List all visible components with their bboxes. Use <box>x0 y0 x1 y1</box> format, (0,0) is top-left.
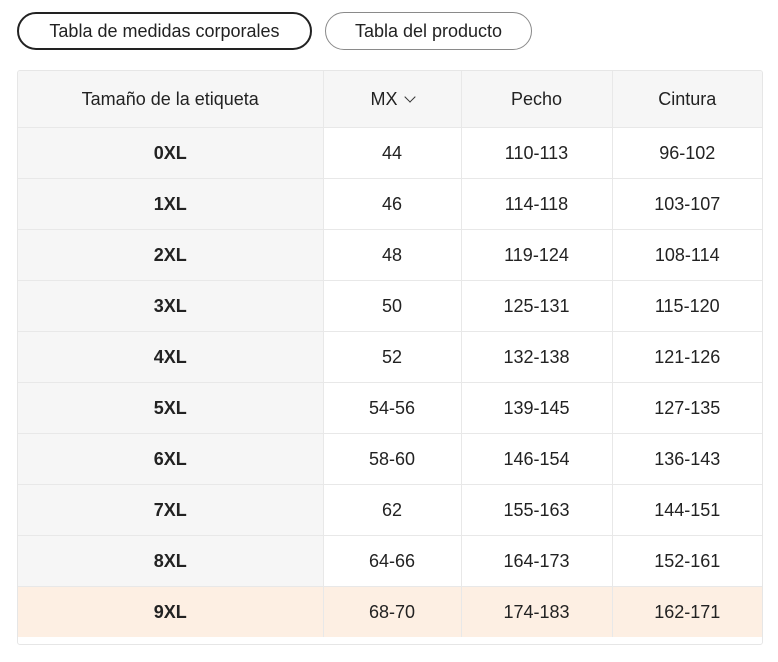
chest-cell: 125-131 <box>461 280 613 332</box>
chest-cell: 139-145 <box>461 382 613 434</box>
table-row: 2XL 48 119-124 108-114 <box>18 229 762 281</box>
mx-size-cell: 48 <box>323 229 462 281</box>
mx-size-cell: 68-70 <box>323 586 462 637</box>
waist-cell: 127-135 <box>612 382 762 434</box>
size-label-cell: 6XL <box>18 433 324 485</box>
header-region-label: MX <box>370 88 398 109</box>
size-label-cell: 7XL <box>18 484 324 536</box>
tab-body-measurements[interactable]: Tabla de medidas corporales <box>17 12 312 50</box>
mx-size-cell: 44 <box>323 127 462 179</box>
waist-cell: 115-120 <box>612 280 762 332</box>
waist-cell: 121-126 <box>612 331 762 383</box>
size-table-body: 0XL 44 110-113 96-102 1XL 46 114-118 103-107 2XL… <box>18 127 762 637</box>
header-label-size: Tamaño de la etiqueta <box>18 71 324 128</box>
waist-cell: 144-151 <box>612 484 762 536</box>
chest-cell: 132-138 <box>461 331 613 383</box>
chest-cell: 119-124 <box>461 229 613 281</box>
chest-cell: 110-113 <box>461 127 613 179</box>
table-row: 3XL 50 125-131 115-120 <box>18 280 762 332</box>
mx-size-cell: 50 <box>323 280 462 332</box>
size-label-cell: 3XL <box>18 280 324 332</box>
waist-cell: 162-171 <box>612 586 762 637</box>
mx-size-cell: 54-56 <box>323 382 462 434</box>
size-chart-tabs: Tabla de medidas corporales Tabla del pr… <box>17 12 532 50</box>
table-row: 0XL 44 110-113 96-102 <box>18 127 762 179</box>
table-row: 7XL 62 155-163 144-151 <box>18 484 762 536</box>
size-label-cell: 0XL <box>18 127 324 179</box>
chevron-down-icon <box>403 90 416 103</box>
chest-cell: 146-154 <box>461 433 613 485</box>
mx-size-cell: 62 <box>323 484 462 536</box>
mx-size-cell: 46 <box>323 178 462 230</box>
size-label-cell: 1XL <box>18 178 324 230</box>
size-label-cell: 8XL <box>18 535 324 587</box>
table-row: 8XL 64-66 164-173 152-161 <box>18 535 762 587</box>
waist-cell: 136-143 <box>612 433 762 485</box>
tab-product-measurements[interactable]: Tabla del producto <box>325 12 532 50</box>
size-label-cell: 4XL <box>18 331 324 383</box>
region-dropdown[interactable]: MX <box>370 88 416 110</box>
mx-size-cell: 64-66 <box>323 535 462 587</box>
size-label-cell: 5XL <box>18 382 324 434</box>
table-row: 5XL 54-56 139-145 127-135 <box>18 382 762 434</box>
chest-cell: 174-183 <box>461 586 613 637</box>
chest-cell: 164-173 <box>461 535 613 587</box>
header-region-selector[interactable]: MX <box>323 71 462 128</box>
mx-size-cell: 52 <box>323 331 462 383</box>
header-waist: Cintura <box>612 71 762 128</box>
mx-size-cell: 58-60 <box>323 433 462 485</box>
table-row: 4XL 52 132-138 121-126 <box>18 331 762 383</box>
size-label-cell: 2XL <box>18 229 324 281</box>
size-table-container: Tamaño de la etiqueta MX Pecho Cintura 0… <box>17 70 763 645</box>
table-row: 1XL 46 114-118 103-107 <box>18 178 762 230</box>
waist-cell: 108-114 <box>612 229 762 281</box>
waist-cell: 103-107 <box>612 178 762 230</box>
waist-cell: 152-161 <box>612 535 762 587</box>
table-row: 6XL 58-60 146-154 136-143 <box>18 433 762 485</box>
size-label-cell: 9XL <box>18 586 324 637</box>
waist-cell: 96-102 <box>612 127 762 179</box>
header-chest: Pecho <box>461 71 613 128</box>
table-header-row: Tamaño de la etiqueta MX Pecho Cintura <box>18 71 762 128</box>
chest-cell: 114-118 <box>461 178 613 230</box>
table-row: 9XL 68-70 174-183 162-171 <box>18 586 762 637</box>
size-table: Tamaño de la etiqueta MX Pecho Cintura 0… <box>18 71 762 637</box>
chest-cell: 155-163 <box>461 484 613 536</box>
